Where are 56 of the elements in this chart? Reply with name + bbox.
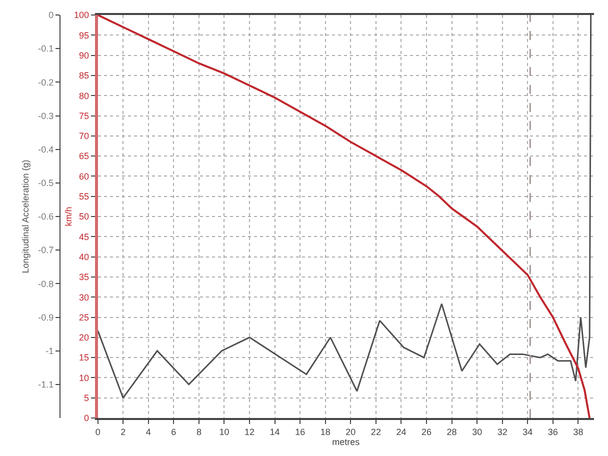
y2-tick-label: 85: [79, 70, 90, 81]
y2-tick-label: 50: [79, 212, 90, 222]
y2-tick-label: 35: [79, 272, 90, 282]
y2-tick-label: 15: [79, 352, 90, 363]
y-tick-label: -0.5: [38, 178, 54, 188]
y2-tick-label: 90: [79, 50, 90, 60]
x-tick-label: 38: [573, 426, 584, 437]
x-tick-label: 2: [120, 426, 126, 437]
x-tick-label: 8: [196, 426, 202, 437]
y2-tick-label: 45: [79, 232, 90, 242]
y-tick-label: -0.2: [38, 77, 54, 88]
x-tick-label: 12: [244, 426, 255, 437]
y2-tick-label: 75: [79, 110, 90, 121]
y2-tick-label: 40: [79, 252, 90, 262]
x-tick-label: 10: [219, 426, 230, 437]
x-tick-label: 26: [422, 426, 432, 437]
y-tick-label: -0.1: [38, 44, 54, 54]
y2-tick-label: 30: [79, 292, 90, 302]
x-tick-label: 0: [95, 426, 100, 437]
y2-axis-title: km/h: [63, 206, 74, 226]
x-tick-label: 28: [446, 426, 457, 437]
y2-tick-label: 95: [79, 30, 90, 40]
x-tick-label: 22: [370, 426, 381, 437]
x-tick-label: 36: [548, 426, 558, 437]
y2-tick-label: 10: [79, 372, 90, 383]
y-tick-label: -0.4: [38, 144, 54, 154]
x-tick-label: 4: [146, 426, 151, 437]
y-tick-label: -1: [46, 346, 54, 356]
y2-tick-label: 100: [74, 10, 90, 20]
x-tick-label: 30: [472, 426, 482, 437]
y2-tick-label: 70: [79, 131, 90, 142]
y-tick-label: -0.3: [38, 110, 54, 121]
y-tick-label: -0.6: [38, 212, 54, 222]
y-axis-title: Longitudinal Acceleration (g): [20, 160, 31, 274]
y-tick-label: -0.8: [38, 278, 54, 289]
y-tick-label: 0: [48, 10, 54, 20]
y2-tick-label: 65: [79, 151, 90, 162]
y2-tick-label: 0: [84, 413, 90, 424]
y2-tick-label: 25: [79, 312, 90, 322]
y2-tick-label: 55: [79, 192, 90, 202]
x-axis-title: metres: [332, 436, 360, 447]
x-tick-label: 14: [270, 426, 280, 437]
y2-tick-label: 20: [79, 332, 90, 343]
x-tick-label: 20: [346, 426, 356, 437]
y-tick-label: -0.7: [38, 245, 54, 256]
x-tick-label: 32: [497, 426, 508, 437]
y2-tick-label: 80: [79, 90, 90, 101]
x-tick-label: 24: [396, 426, 406, 437]
x-tick-label: 6: [171, 426, 176, 437]
x-tick-label: 16: [295, 426, 306, 437]
y2-tick-label: 60: [79, 171, 90, 182]
x-tick-label: 18: [320, 426, 330, 437]
x-tick-label: 34: [522, 426, 533, 437]
y2-tick-label: 5: [84, 393, 90, 403]
y-tick-label: -0.9: [38, 312, 54, 322]
y-tick-label: -1.1: [38, 380, 54, 390]
